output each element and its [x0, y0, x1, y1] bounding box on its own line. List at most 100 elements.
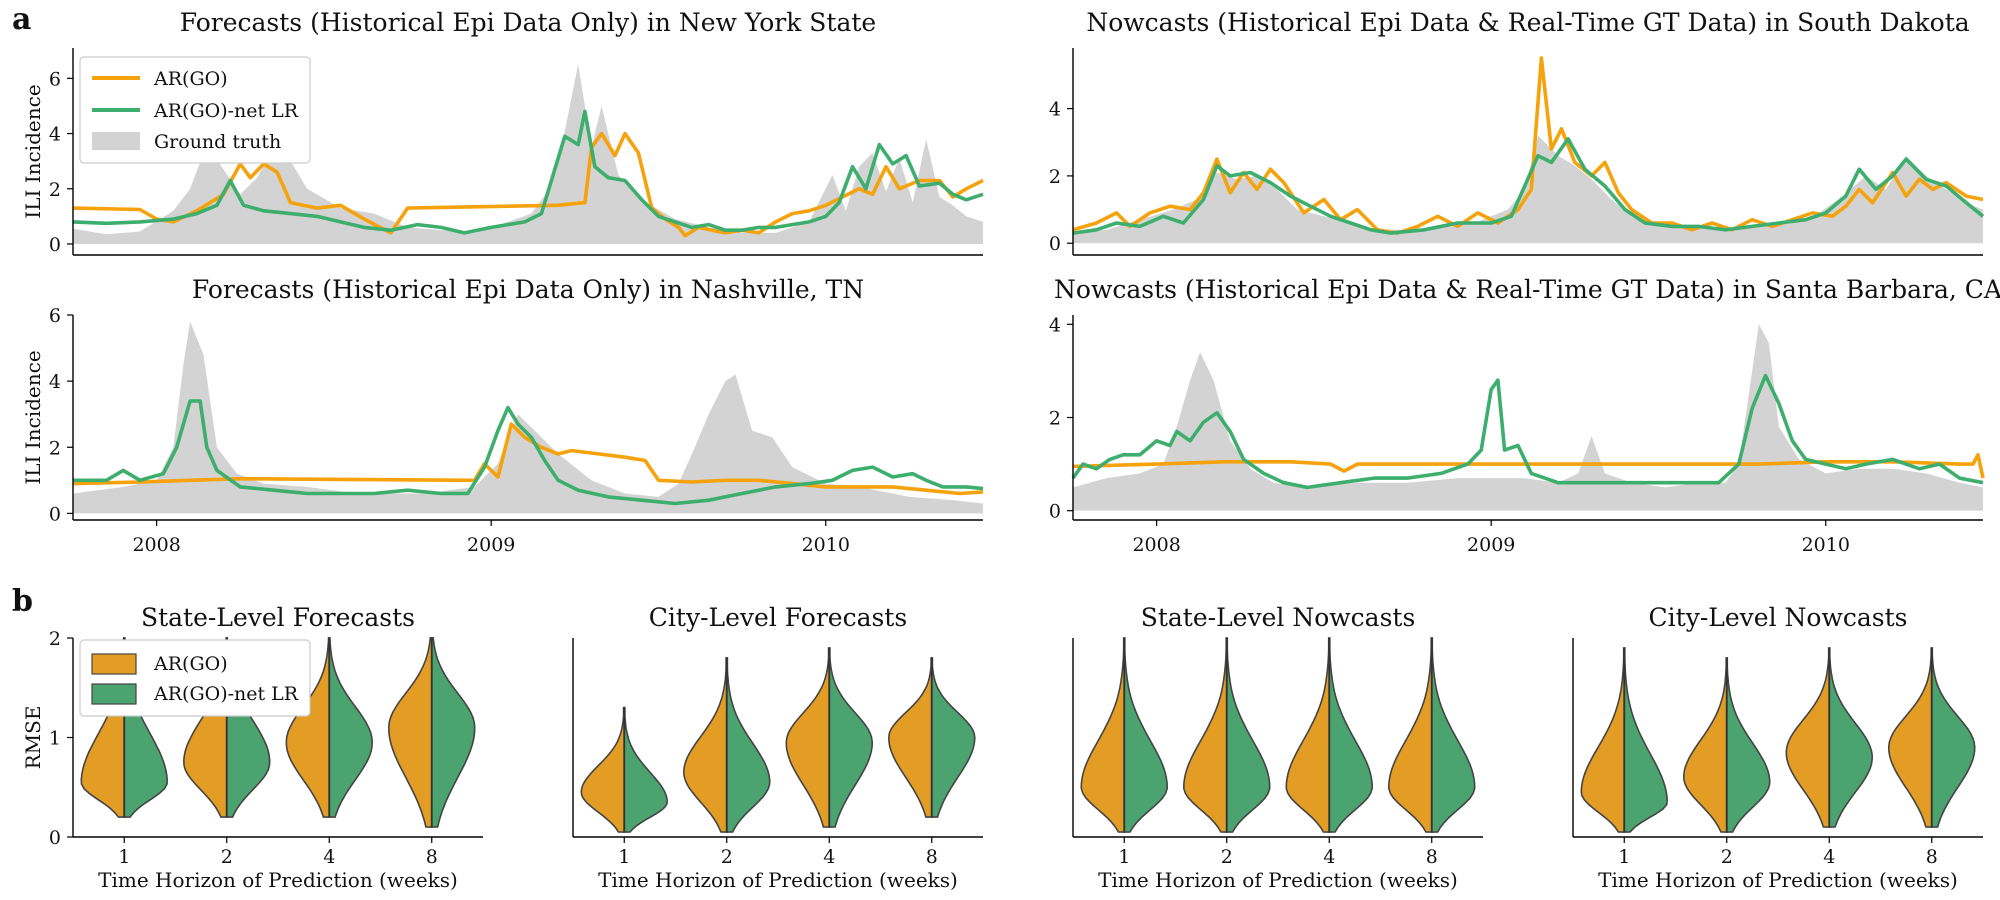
legend-a: AR(GO) AR(GO)-net LR Ground truth — [79, 56, 311, 164]
x-tick-label: 2 — [1721, 846, 1733, 868]
legend-b-net-swatch — [91, 683, 137, 705]
violin-half-ar-go-net — [1430, 637, 1476, 833]
ar-go-net-line — [1072, 137, 1985, 235]
x-tick-label: 2010 — [802, 534, 850, 556]
x-tick-label: 2009 — [467, 534, 515, 556]
violin-panel-4: 1 2 4 8 City-Level Nowcasts Time Horizon of P… — [1572, 603, 1983, 892]
violin-half-ar-go — [285, 637, 331, 818]
legend-b-ar-swatch — [91, 653, 137, 675]
violin-half-ar-go — [1387, 637, 1433, 833]
y-tick-label: 2 — [49, 179, 61, 201]
split-violin — [785, 647, 874, 828]
legend-a-net-label: AR(GO)-net LR — [153, 100, 299, 122]
split-violin — [1682, 657, 1771, 833]
y-tick-label: 0 — [1049, 233, 1061, 255]
violin-half-ar-go — [580, 706, 626, 833]
violin-panel-1: 1 2 4 8 0 1 2 State-Level Forecasts Time Horizon… — [21, 603, 483, 892]
split-violin — [285, 637, 374, 818]
split-violin — [1080, 637, 1169, 833]
legend-a-truth-label: Ground truth — [154, 131, 281, 153]
panel-title: City-Level Forecasts — [649, 603, 907, 632]
line-panel-4: 0 2 4 2008 2009 2010 Nowcasts (Historical Epi … — [1049, 275, 2000, 556]
legend-a-truth-swatch — [92, 132, 140, 150]
time-series-panels: 0 2 4 6 Forecasts (Historical Epi Data Only)… — [21, 8, 2000, 556]
x-tick-label: 1 — [1118, 846, 1130, 868]
split-violin — [1387, 637, 1476, 833]
split-violin — [1285, 637, 1374, 833]
ground-truth-area — [73, 64, 983, 244]
ar-go-net-line — [72, 109, 984, 235]
panel-title: Nowcasts (Historical Epi Data & Real-Tim… — [1054, 275, 2000, 304]
ar-go-line — [1072, 452, 1985, 479]
violin-half-ar-go-net — [328, 637, 374, 818]
line-panel-2: 0 2 4 Nowcasts (Historical Epi Data & Real-… — [1049, 8, 1985, 256]
violin-half-ar-go-net — [1225, 637, 1271, 833]
x-tick-label: 4 — [323, 846, 335, 868]
y-tick-label: 0 — [49, 503, 61, 525]
y-tick-label: 6 — [49, 68, 61, 90]
violin-half-ar-go-net — [828, 647, 874, 828]
panel-title: City-Level Nowcasts — [1649, 603, 1908, 632]
x-tick-label: 8 — [426, 846, 438, 868]
line-panel-1: 0 2 4 6 Forecasts (Historical Epi Data Only)… — [21, 8, 984, 256]
panel-title: State-Level Forecasts — [141, 603, 415, 632]
violin-half-ar-go-net — [430, 637, 476, 828]
y-tick-label: 2 — [49, 628, 61, 650]
violin-half-ar-go — [1580, 647, 1626, 833]
x-tick-label: 8 — [1426, 846, 1438, 868]
panel-title: Forecasts (Historical Epi Data Only) in … — [192, 275, 864, 304]
violin-half-ar-go-net — [1328, 637, 1374, 833]
y-tick-label: 0 — [1049, 501, 1061, 523]
x-axis-label: Time Horizon of Prediction (weeks) — [98, 868, 458, 892]
ar-go-net-line — [73, 399, 984, 506]
violin-half-ar-go — [1182, 637, 1228, 833]
split-violin — [580, 706, 669, 833]
x-tick-label: 4 — [1823, 846, 1835, 868]
violin-half-ar-go — [387, 637, 433, 828]
violin-half-ar-go — [1080, 637, 1126, 833]
violin-half-ar-go-net — [1930, 647, 1976, 828]
x-tick-label: 2 — [1221, 846, 1233, 868]
y-tick-label: 4 — [1049, 314, 1061, 336]
y-tick-label: 1 — [49, 728, 61, 750]
violin-half-ar-go-net — [1623, 647, 1669, 833]
split-violin — [682, 657, 771, 833]
y-tick-label: 4 — [49, 124, 61, 146]
violin-half-ar-go — [1285, 637, 1331, 833]
panel-label-a: a — [12, 2, 31, 37]
y-axis-label: RMSE — [21, 706, 45, 770]
violin-half-ar-go — [682, 657, 728, 833]
split-violin — [1580, 647, 1669, 833]
legend-b-ar-label: AR(GO) — [153, 653, 228, 675]
x-tick-label: 1 — [1618, 846, 1630, 868]
panel-title: State-Level Nowcasts — [1141, 603, 1416, 632]
split-violin — [1785, 647, 1874, 828]
ar-go-net-line — [1071, 373, 1984, 490]
x-tick-label: 1 — [118, 846, 130, 868]
y-tick-label: 2 — [1049, 408, 1061, 430]
y-axis-label: ILI Incidence — [21, 350, 45, 484]
ar-go-line — [1072, 56, 1984, 235]
y-tick-label: 0 — [49, 827, 61, 849]
split-violin — [1182, 637, 1271, 833]
violin-half-ar-go-net — [725, 657, 771, 833]
panel-title: Nowcasts (Historical Epi Data & Real-Tim… — [1086, 8, 1969, 37]
y-axis-label: ILI Incidence — [21, 84, 45, 218]
y-tick-label: 0 — [49, 234, 61, 256]
split-violin — [387, 637, 476, 828]
panel-label-b: b — [12, 584, 33, 619]
x-tick-label: 2 — [721, 846, 733, 868]
y-tick-label: 2 — [1049, 166, 1061, 188]
x-tick-label: 8 — [926, 846, 938, 868]
y-tick-label: 4 — [49, 371, 61, 393]
x-tick-label: 2 — [221, 846, 233, 868]
violin-half-ar-go — [785, 647, 831, 828]
x-tick-label: 4 — [823, 846, 835, 868]
violin-panels: 1 2 4 8 0 1 2 State-Level Forecasts Time Horizon… — [21, 603, 1983, 892]
x-axis-label: Time Horizon of Prediction (weeks) — [1598, 868, 1958, 892]
legend-b-net-label: AR(GO)-net LR — [153, 683, 299, 705]
x-tick-label: 2009 — [1467, 534, 1515, 556]
violin-half-ar-go-net — [1123, 637, 1169, 833]
x-tick-label: 4 — [1323, 846, 1335, 868]
